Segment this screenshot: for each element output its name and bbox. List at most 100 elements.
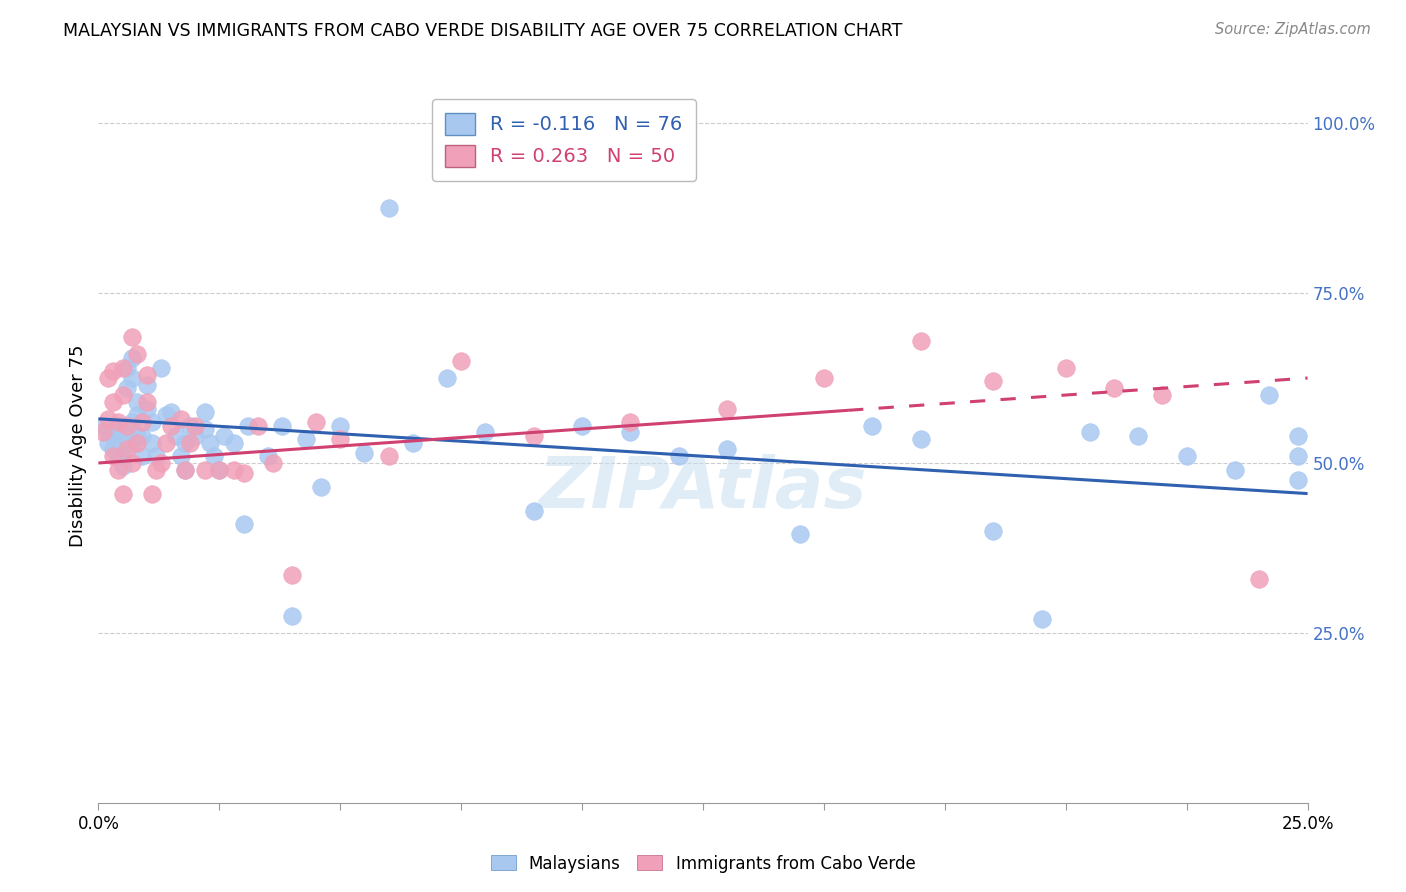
Point bbox=[97, 412, 120, 426]
Point bbox=[101, 394, 124, 409]
Point bbox=[111, 360, 134, 375]
Point bbox=[377, 449, 399, 463]
Point bbox=[1286, 473, 1309, 487]
Text: MALAYSIAN VS IMMIGRANTS FROM CABO VERDE DISABILITY AGE OVER 75 CORRELATION CHART: MALAYSIAN VS IMMIGRANTS FROM CABO VERDE … bbox=[63, 22, 903, 40]
Point bbox=[222, 463, 245, 477]
Legend: Malaysians, Immigrants from Cabo Verde: Malaysians, Immigrants from Cabo Verde bbox=[484, 848, 922, 880]
Point bbox=[127, 429, 149, 443]
Point bbox=[1128, 429, 1150, 443]
Point bbox=[194, 463, 217, 477]
Point bbox=[1286, 429, 1309, 443]
Point bbox=[121, 435, 143, 450]
Point bbox=[309, 480, 332, 494]
Point bbox=[107, 435, 129, 450]
Point bbox=[402, 435, 425, 450]
Point bbox=[222, 435, 245, 450]
Point bbox=[1175, 449, 1198, 463]
Point bbox=[135, 401, 157, 416]
Point bbox=[377, 201, 399, 215]
Point bbox=[111, 388, 134, 402]
Point bbox=[232, 466, 254, 480]
Point bbox=[789, 527, 811, 541]
Point bbox=[174, 435, 197, 450]
Point bbox=[169, 412, 191, 426]
Point bbox=[295, 432, 318, 446]
Point bbox=[1054, 360, 1077, 375]
Point bbox=[523, 429, 546, 443]
Point bbox=[305, 415, 328, 429]
Point bbox=[1078, 425, 1101, 440]
Point bbox=[1031, 612, 1053, 626]
Point bbox=[160, 418, 183, 433]
Point bbox=[571, 418, 593, 433]
Point bbox=[860, 418, 883, 433]
Point bbox=[117, 381, 139, 395]
Point bbox=[131, 415, 153, 429]
Point bbox=[474, 425, 496, 440]
Point bbox=[141, 415, 163, 429]
Point bbox=[716, 401, 738, 416]
Point bbox=[450, 354, 472, 368]
Point bbox=[145, 449, 167, 463]
Point bbox=[169, 449, 191, 463]
Point bbox=[716, 442, 738, 457]
Point bbox=[165, 429, 187, 443]
Point bbox=[127, 435, 149, 450]
Point bbox=[194, 405, 217, 419]
Point bbox=[212, 429, 235, 443]
Point bbox=[107, 415, 129, 429]
Point bbox=[329, 418, 352, 433]
Point bbox=[155, 435, 177, 450]
Point bbox=[160, 405, 183, 419]
Text: ZIPAtlas: ZIPAtlas bbox=[538, 454, 868, 524]
Point bbox=[150, 360, 173, 375]
Legend: R = -0.116   N = 76, R = 0.263   N = 50: R = -0.116 N = 76, R = 0.263 N = 50 bbox=[432, 99, 696, 181]
Point bbox=[155, 409, 177, 423]
Point bbox=[111, 435, 134, 450]
Point bbox=[111, 486, 134, 500]
Point bbox=[145, 463, 167, 477]
Point bbox=[127, 409, 149, 423]
Y-axis label: Disability Age Over 75: Disability Age Over 75 bbox=[69, 344, 87, 548]
Text: Source: ZipAtlas.com: Source: ZipAtlas.com bbox=[1215, 22, 1371, 37]
Point bbox=[281, 568, 304, 582]
Point bbox=[91, 425, 114, 440]
Point bbox=[127, 394, 149, 409]
Point bbox=[238, 418, 260, 433]
Point bbox=[101, 442, 124, 457]
Point bbox=[141, 486, 163, 500]
Point bbox=[117, 418, 139, 433]
Point bbox=[1286, 449, 1309, 463]
Point bbox=[910, 432, 932, 446]
Point bbox=[262, 456, 284, 470]
Point bbox=[208, 463, 231, 477]
Point bbox=[256, 449, 278, 463]
Point bbox=[174, 463, 197, 477]
Point bbox=[111, 425, 134, 440]
Point bbox=[523, 503, 546, 517]
Point bbox=[101, 449, 124, 463]
Point bbox=[179, 435, 201, 450]
Point bbox=[107, 449, 129, 463]
Point bbox=[117, 360, 139, 375]
Point bbox=[198, 435, 221, 450]
Point bbox=[668, 449, 690, 463]
Point bbox=[329, 432, 352, 446]
Point bbox=[141, 435, 163, 450]
Point bbox=[436, 371, 458, 385]
Point bbox=[184, 418, 207, 433]
Point bbox=[813, 371, 835, 385]
Point bbox=[247, 418, 270, 433]
Point bbox=[174, 463, 197, 477]
Point bbox=[981, 375, 1004, 389]
Point bbox=[194, 422, 217, 436]
Point bbox=[179, 418, 201, 433]
Point bbox=[101, 418, 124, 433]
Point bbox=[97, 425, 120, 440]
Point bbox=[135, 368, 157, 382]
Point bbox=[1257, 388, 1279, 402]
Point bbox=[1223, 463, 1246, 477]
Point bbox=[97, 371, 120, 385]
Point bbox=[1102, 381, 1125, 395]
Point bbox=[208, 463, 231, 477]
